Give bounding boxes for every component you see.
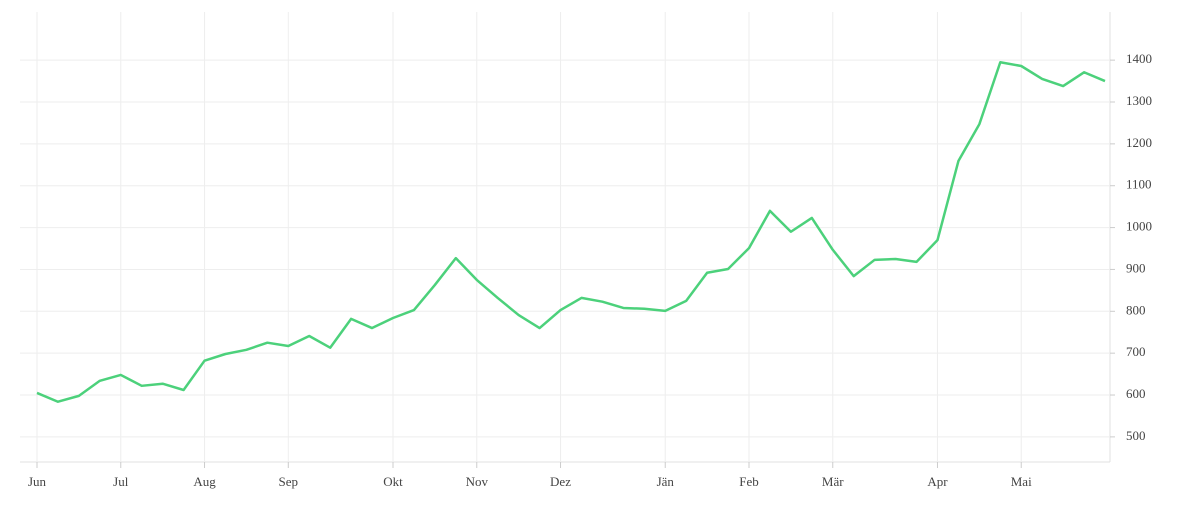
y-tick-label: 1400 (1126, 51, 1152, 66)
x-tick-label: Apr (927, 474, 948, 489)
y-tick-label: 600 (1126, 386, 1146, 401)
x-tick-label: Mai (1011, 474, 1032, 489)
y-tick-label: 1300 (1126, 93, 1152, 108)
y-tick-label: 500 (1126, 428, 1146, 443)
x-tick-label: Nov (466, 474, 489, 489)
x-tick-label: Jul (113, 474, 129, 489)
x-tick-label: Jun (28, 474, 47, 489)
x-tick-label: Mär (822, 474, 844, 489)
x-tick-label: Feb (739, 474, 759, 489)
x-tick-label: Dez (550, 474, 571, 489)
y-tick-label: 1200 (1126, 135, 1152, 150)
y-tick-label: 800 (1126, 302, 1146, 317)
x-tick-label: Jän (657, 474, 675, 489)
x-tick-label: Okt (383, 474, 403, 489)
y-tick-label: 900 (1126, 260, 1146, 275)
data-line (36, 60, 1106, 403)
y-tick-label: 700 (1126, 344, 1146, 359)
y-tick-label: 1000 (1126, 219, 1152, 234)
x-tick-label: Sep (279, 474, 299, 489)
x-tick-label: Aug (193, 474, 216, 489)
y-tick-label: 1100 (1126, 177, 1152, 192)
